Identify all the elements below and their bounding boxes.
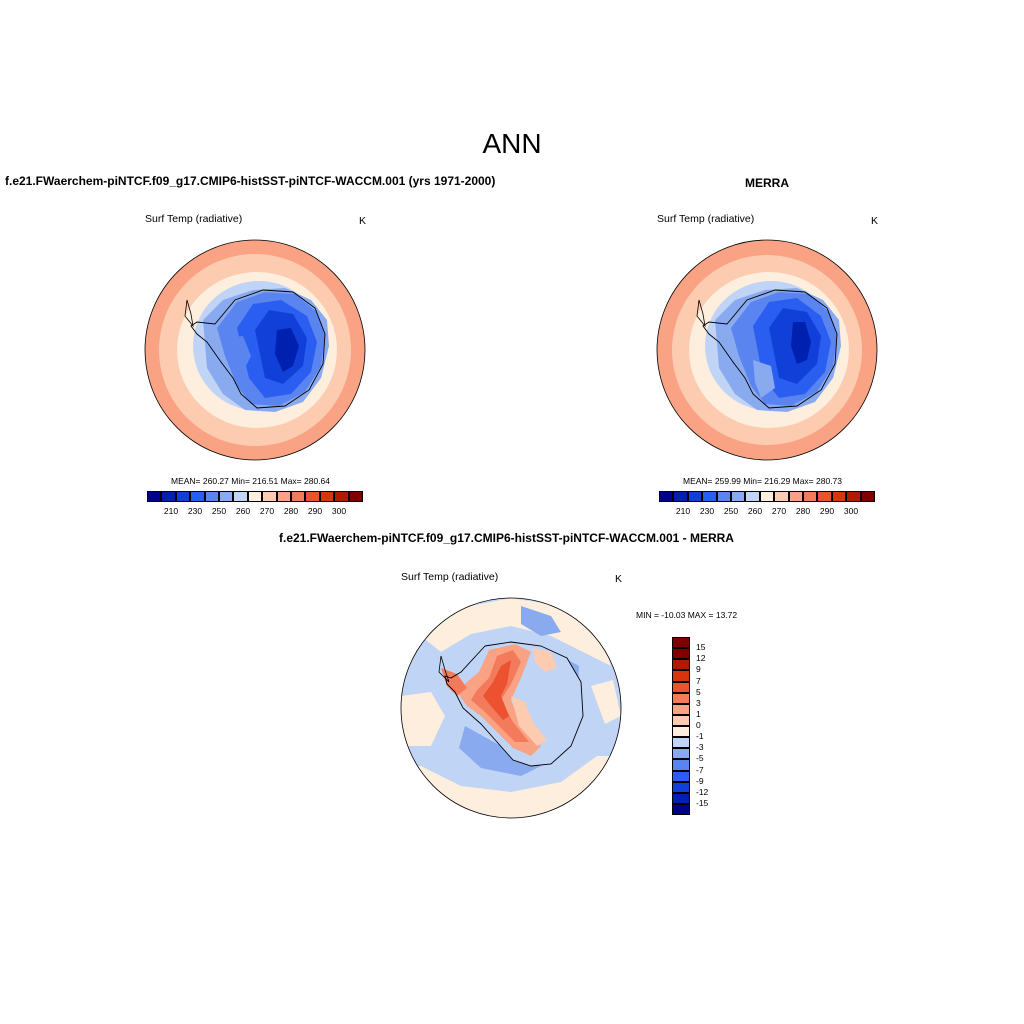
colorbar-box: [319, 491, 335, 502]
colorbar-box: [672, 648, 690, 660]
colorbar-tick-label: 230: [699, 506, 715, 516]
colorbar-tick-label: -7: [696, 764, 704, 775]
colorbar-box: [672, 714, 690, 726]
colorbar-tick-label: 230: [187, 506, 203, 516]
panel-3-polar-map: [400, 597, 622, 819]
colorbar-box: [204, 491, 219, 502]
colorbar-box: [276, 491, 291, 502]
colorbar-tick-label: 300: [331, 506, 347, 516]
panel-2-stats: MEAN= 259.99 Min= 216.29 Max= 280.73: [683, 476, 843, 486]
panel-1-polar-map: [144, 239, 366, 461]
panel-1-variable-label: Surf Temp (radiative): [145, 213, 243, 225]
colorbar-tick-label: 290: [307, 506, 323, 516]
colorbar-tick-label: 9: [696, 664, 701, 675]
colorbar-box: [817, 491, 832, 502]
colorbar-box: [672, 681, 690, 693]
panel-3-variable-label: Surf Temp (radiative): [401, 571, 499, 583]
figure-title: ANN: [482, 128, 542, 159]
colorbar-box: [716, 491, 731, 502]
colorbar-tick-label: 0: [696, 720, 701, 730]
panel-2-polar-map: [656, 239, 878, 461]
colorbar-box: [672, 770, 690, 782]
colorbar-box: [803, 491, 818, 502]
colorbar-box: [233, 491, 248, 502]
colorbar-tick-label: -15: [696, 797, 709, 808]
colorbar-box: [702, 491, 717, 502]
colorbar-box: [672, 703, 690, 715]
colorbar-box: [774, 491, 789, 502]
colorbar-tick-label: 210: [675, 506, 691, 516]
colorbar-box: [247, 491, 263, 502]
panel-2-units: K: [871, 215, 879, 227]
colorbar-box: [860, 491, 875, 502]
colorbar-tick-label: 12: [696, 653, 706, 664]
colorbar-tick-label: 210: [163, 506, 179, 516]
colorbar-box: [334, 491, 349, 502]
colorbar-tick-label: 1: [696, 708, 701, 719]
colorbar-tick-label: 5: [696, 686, 701, 697]
colorbar-box: [731, 491, 746, 502]
colorbar-tick-label: -5: [696, 753, 704, 764]
colorbar-box: [262, 491, 277, 502]
colorbar-tick-label: 300: [843, 506, 859, 516]
panel-1-stats: MEAN= 260.27 Min= 216.51 Max= 280.64: [171, 476, 331, 486]
colorbar-tick-label: 260: [747, 506, 763, 516]
colorbar-tick-label: 250: [211, 506, 227, 516]
panel-3-colorbar-labels: 15 12 9 7 5 3 1 0 -1 -3 -5 -7 -9 -12 -15: [696, 637, 736, 815]
colorbar-box: [672, 637, 690, 649]
panel-3-title: f.e21.FWaerchem-piNTCF.f09_g17.CMIP6-his…: [279, 531, 734, 545]
colorbar-tick-label: 15: [696, 642, 706, 653]
colorbar-tick-label: 3: [696, 697, 701, 708]
colorbar-box: [147, 491, 162, 502]
colorbar-tick-label: -12: [696, 786, 709, 797]
colorbar-tick-label: 7: [696, 675, 701, 686]
colorbar-box: [745, 491, 760, 502]
panel-2-colorbar-labels: 210 230 250 260 270 280 290 300: [659, 506, 875, 518]
panel-3-stats: MIN = -10.03 MAX = 13.72: [636, 610, 738, 620]
colorbar-box: [672, 737, 690, 749]
colorbar-box: [788, 491, 803, 502]
colorbar-box: [846, 491, 861, 502]
colorbar-box: [672, 759, 690, 771]
panel-1-colorbar: [147, 491, 363, 502]
colorbar-box: [672, 670, 690, 682]
colorbar-box: [175, 491, 191, 502]
colorbar-box: [348, 491, 363, 502]
colorbar-box: [219, 491, 234, 502]
panel-3-colorbar: [672, 637, 690, 815]
colorbar-box: [672, 748, 690, 760]
colorbar-box: [305, 491, 320, 502]
colorbar-tick-label: 280: [795, 506, 811, 516]
colorbar-tick-label: 260: [235, 506, 251, 516]
panel-2-title: MERRA: [745, 176, 789, 190]
colorbar-box: [759, 491, 775, 502]
panel-1-units: K: [359, 215, 367, 227]
colorbar-box: [672, 692, 690, 704]
panel-1-colorbar-labels: 210 230 250 260 270 280 290 300: [147, 506, 363, 518]
colorbar-tick-label: 280: [283, 506, 299, 516]
colorbar-box: [672, 781, 690, 793]
colorbar-tick-label: -1: [696, 731, 704, 742]
colorbar-tick-label: -9: [696, 775, 704, 786]
colorbar-box: [161, 491, 176, 502]
panel-3-units: K: [615, 573, 623, 585]
colorbar-box: [190, 491, 205, 502]
colorbar-tick-label: 270: [771, 506, 787, 516]
colorbar-box: [672, 792, 690, 804]
colorbar-tick-label: 270: [259, 506, 275, 516]
colorbar-box: [831, 491, 847, 502]
colorbar-box: [672, 803, 690, 815]
colorbar-box: [672, 659, 690, 671]
colorbar-tick-label: 250: [723, 506, 739, 516]
panel-2-variable-label: Surf Temp (radiative): [657, 213, 755, 225]
colorbar-tick-label: -3: [696, 742, 704, 753]
colorbar-box: [291, 491, 306, 502]
colorbar-box: [659, 491, 674, 502]
colorbar-box: [673, 491, 688, 502]
colorbar-tick-label: 290: [819, 506, 835, 516]
panel-2-colorbar: [659, 491, 875, 502]
panel-1-title: f.e21.FWaerchem-piNTCF.f09_g17.CMIP6-his…: [5, 174, 496, 188]
colorbar-box: [672, 726, 690, 738]
colorbar-box: [687, 491, 703, 502]
